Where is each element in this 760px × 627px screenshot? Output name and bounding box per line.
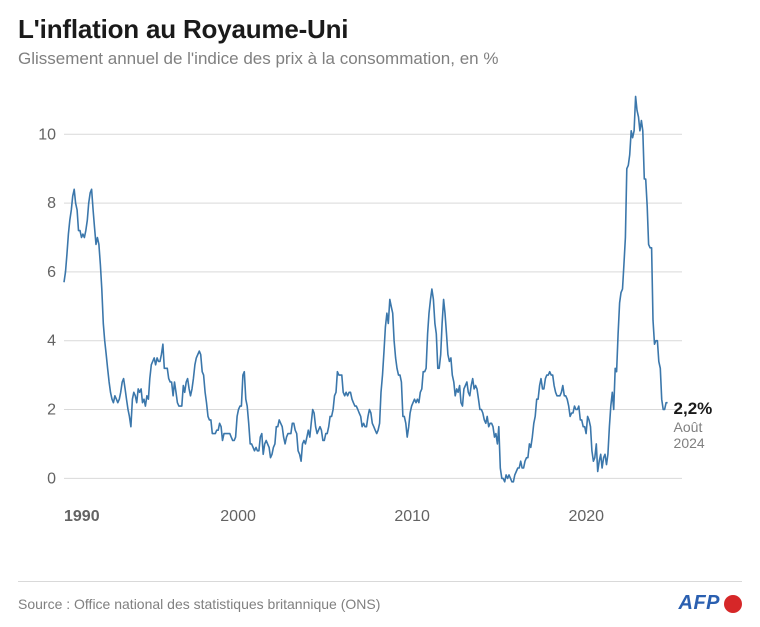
afp-logo-dot-icon xyxy=(724,595,742,613)
svg-text:1990: 1990 xyxy=(64,508,100,525)
chart-subtitle: Glissement annuel de l'indice des prix à… xyxy=(18,49,742,69)
chart-area: 0 2 4 6 8 10 1990 2000 2010 2020 2,2% Août 2024 xyxy=(18,87,742,527)
svg-text:4: 4 xyxy=(47,333,56,350)
line-chart-svg: 0 2 4 6 8 10 1990 2000 2010 2020 xyxy=(18,87,742,527)
svg-text:6: 6 xyxy=(47,264,56,281)
svg-text:2020: 2020 xyxy=(568,508,604,525)
source-text: Source : Office national des statistique… xyxy=(18,596,380,612)
svg-text:10: 10 xyxy=(38,126,56,143)
chart-footer: Source : Office national des statistique… xyxy=(18,581,742,615)
callout-date: Août 2024 xyxy=(674,419,705,453)
svg-text:0: 0 xyxy=(47,470,56,487)
svg-text:2: 2 xyxy=(47,402,56,419)
svg-text:2010: 2010 xyxy=(394,508,430,525)
afp-logo-text: AFP xyxy=(679,592,721,615)
svg-text:2000: 2000 xyxy=(220,508,256,525)
svg-text:8: 8 xyxy=(47,195,56,212)
afp-logo: AFP xyxy=(679,592,743,615)
chart-title: L'inflation au Royaume-Uni xyxy=(18,14,742,45)
callout-value: 2,2% xyxy=(674,399,713,419)
